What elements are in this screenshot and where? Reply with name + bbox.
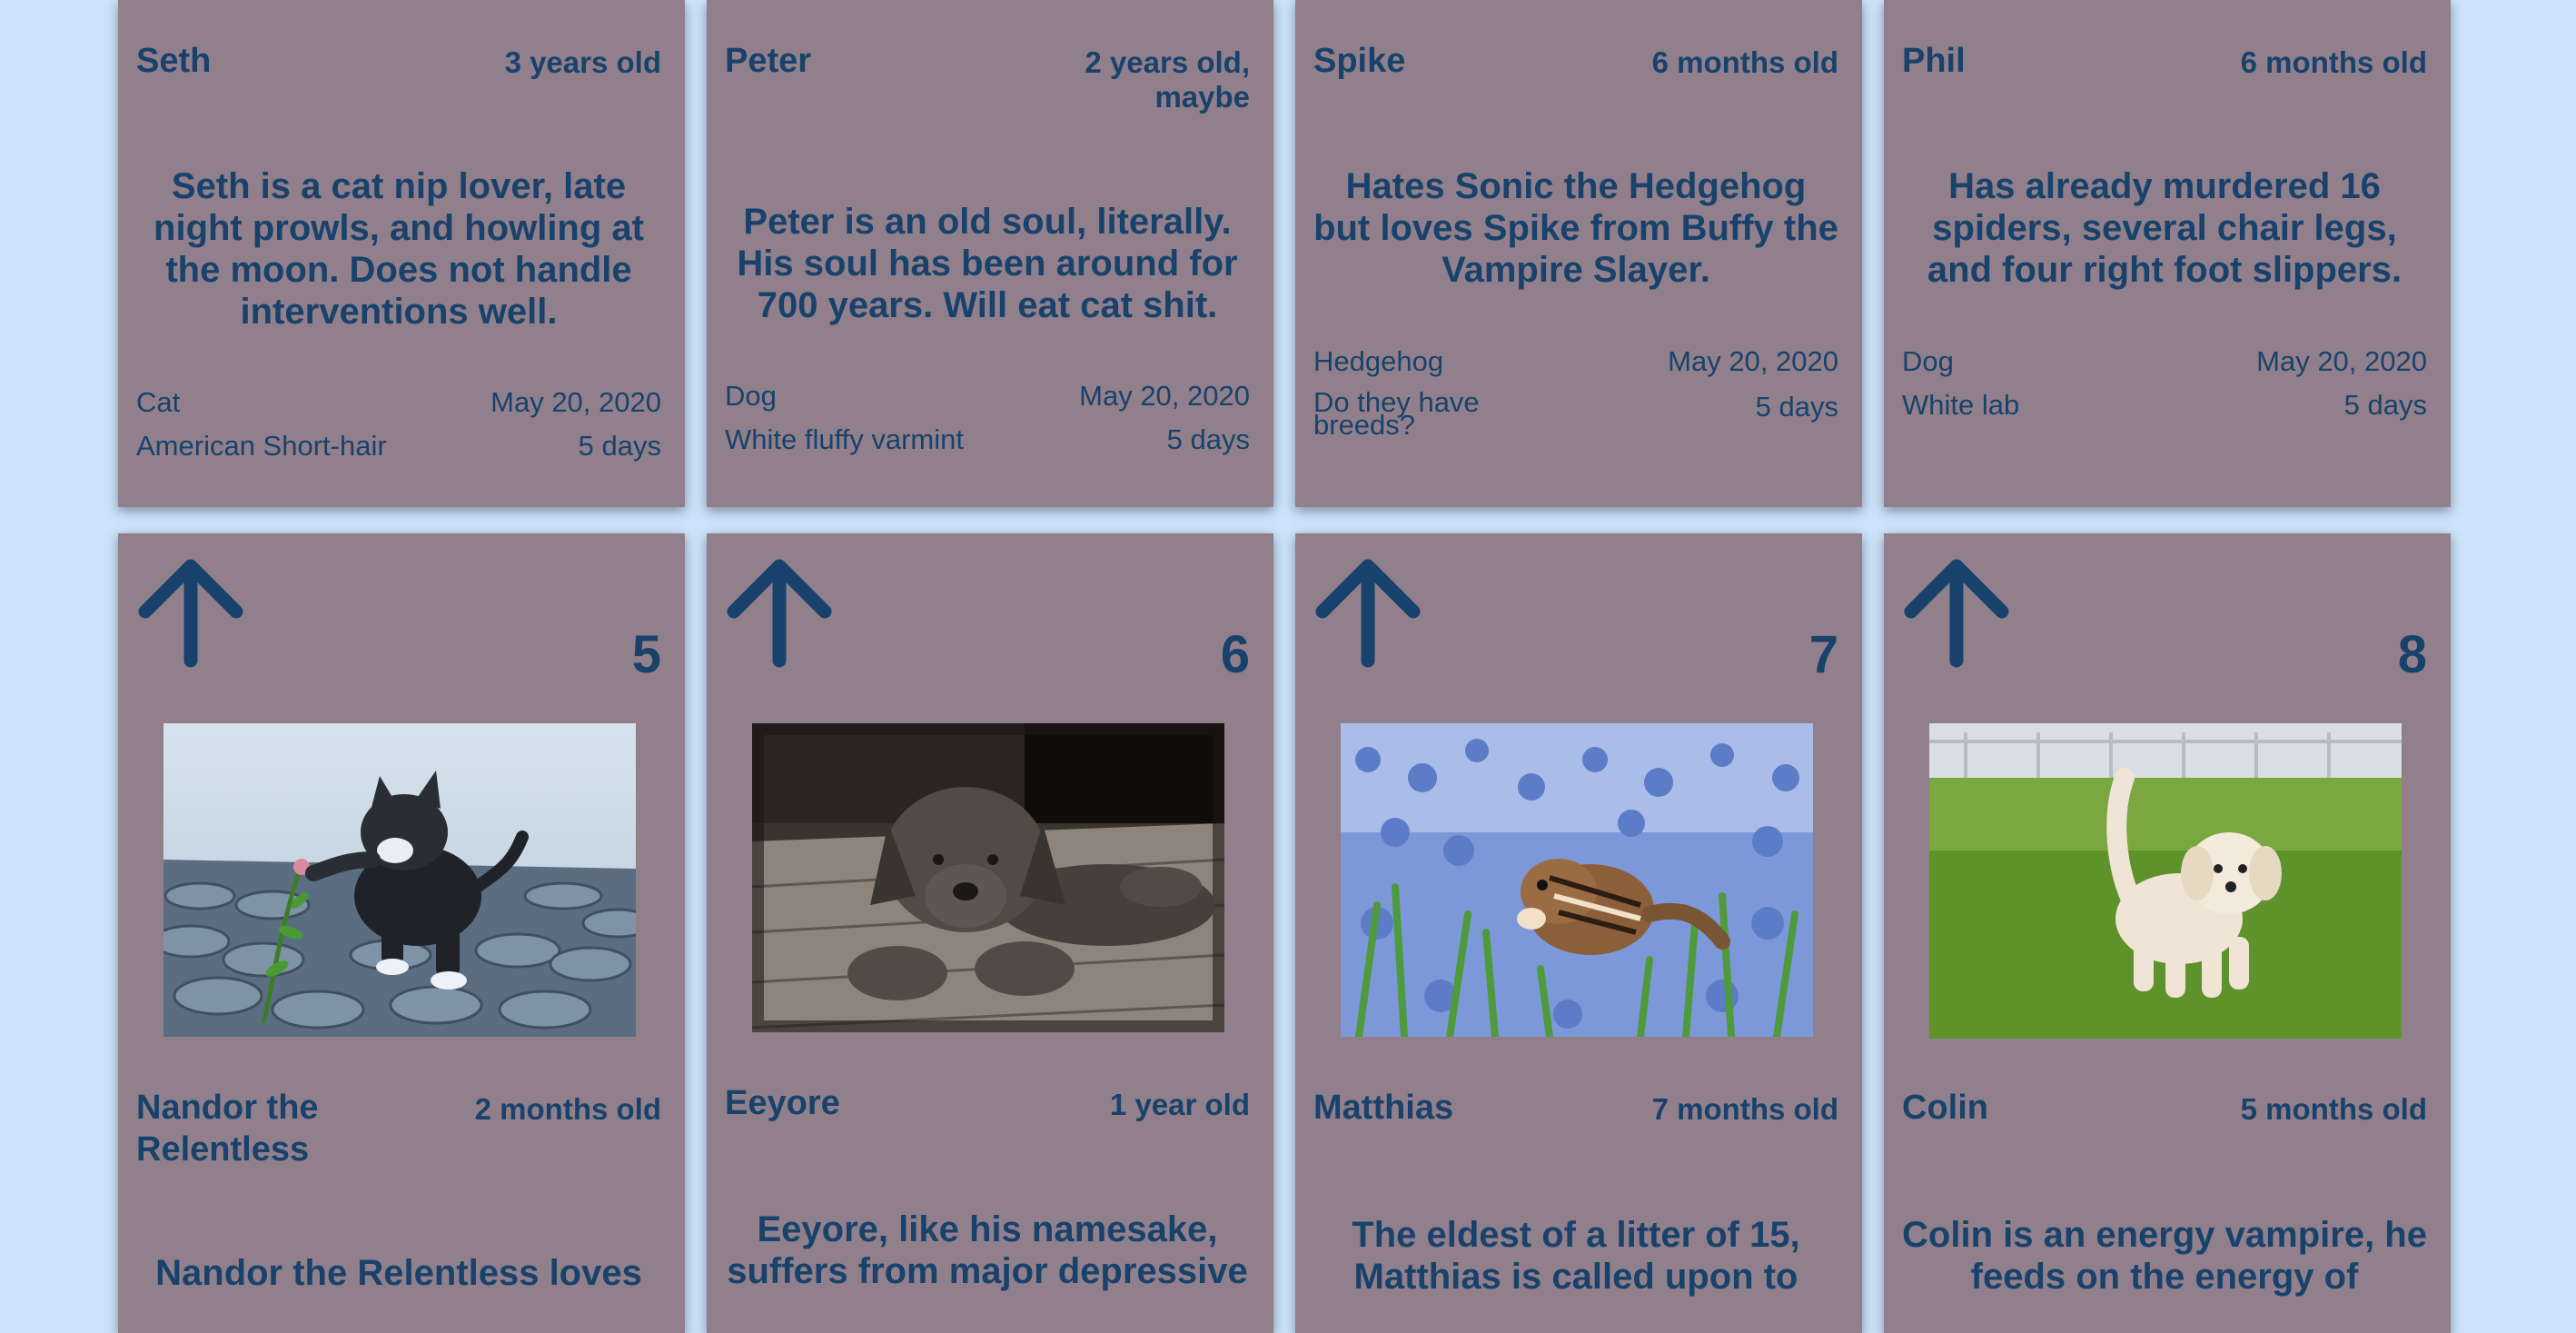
pet-age: 1 year old bbox=[1109, 1088, 1250, 1121]
pet-photo bbox=[163, 723, 636, 1037]
card-header: Phil 6 months old bbox=[1902, 40, 2427, 82]
pet-card: Phil 6 months old Has already murdered 1… bbox=[1884, 0, 2451, 507]
pet-card: Seth 3 years old Seth is a cat nip lover… bbox=[118, 0, 685, 507]
pet-description: Peter is an old soul, literally. His sou… bbox=[737, 202, 1238, 325]
pet-name: Spike bbox=[1313, 42, 1406, 80]
vote-count: 6 bbox=[1220, 625, 1250, 684]
vote-count: 7 bbox=[1808, 625, 1838, 684]
pet-description: Colin is an energy vampire, he feeds on … bbox=[1902, 1215, 2427, 1297]
pet-photo bbox=[1929, 723, 2402, 1039]
meta-row: Dog May 20, 2020 bbox=[725, 380, 1250, 413]
pet-age: 7 months old bbox=[1651, 1092, 1838, 1126]
meta-row: Dog May 20, 2020 bbox=[1902, 345, 2427, 378]
pet-card: 8 Colin bbox=[1884, 533, 2451, 1333]
post-duration: 5 days bbox=[578, 430, 661, 462]
card-header: Matthias 7 months old bbox=[1313, 1087, 1838, 1129]
meta-row: American Short-hair 5 days bbox=[136, 430, 661, 463]
meta-row: White fluffy varmint 5 days bbox=[725, 423, 1250, 456]
post-date: May 20, 2020 bbox=[2256, 345, 2427, 377]
meta-row: Do they have breeds? 5 days bbox=[1313, 386, 1838, 441]
upvote-arrow-icon[interactable] bbox=[136, 555, 245, 668]
pet-name: Eeyore bbox=[725, 1084, 840, 1122]
pet-species: Cat bbox=[136, 386, 181, 418]
pet-species: Hedgehog bbox=[1313, 345, 1444, 377]
pet-photo bbox=[752, 723, 1224, 1032]
vote-count: 5 bbox=[631, 625, 661, 684]
pet-age: 6 months old bbox=[1651, 45, 1838, 79]
pet-description: The eldest of a litter of 15, Matthias i… bbox=[1352, 1215, 1800, 1297]
upvote-arrow-icon[interactable] bbox=[1313, 555, 1422, 668]
pet-name: Peter bbox=[725, 42, 812, 80]
pet-description: Eeyore, like his namesake, suffers from … bbox=[727, 1209, 1248, 1291]
pet-card: 6 Eeyore bbox=[707, 533, 1273, 1333]
pet-breed: American Short-hair bbox=[136, 430, 387, 462]
upvote-arrow-icon[interactable] bbox=[1902, 555, 2011, 668]
vote-bar: 7 bbox=[1313, 555, 1838, 682]
pet-breed: White lab bbox=[1902, 389, 2020, 421]
chipmunk-photo bbox=[1341, 723, 1813, 1037]
pet-card: 5 bbox=[118, 533, 685, 1333]
card-header: Colin 5 months old bbox=[1902, 1087, 2427, 1129]
pet-card: Spike 6 months old Hates Sonic the Hedge… bbox=[1295, 0, 1862, 507]
card-header: Nandor the Relentless 2 months old bbox=[136, 1087, 661, 1170]
post-duration: 5 days bbox=[2343, 389, 2427, 421]
post-duration: 5 days bbox=[1755, 391, 1838, 423]
upvote-arrow-icon[interactable] bbox=[725, 555, 834, 668]
pet-species: Dog bbox=[725, 380, 777, 412]
vote-bar: 6 bbox=[725, 555, 1250, 682]
pet-breed: White fluffy varmint bbox=[725, 423, 965, 455]
pet-name: Seth bbox=[136, 42, 212, 80]
pet-description: Hates Sonic the Hedgehog but loves Spike… bbox=[1313, 166, 1838, 290]
pet-name: Matthias bbox=[1313, 1089, 1454, 1127]
pet-description: Has already murdered 16 spiders, several… bbox=[1927, 166, 2403, 290]
card-header: Peter 2 years old, maybe bbox=[725, 40, 1250, 114]
vote-bar: 5 bbox=[136, 555, 661, 682]
puppy-photo bbox=[752, 723, 1224, 1032]
fluffy-puppy-photo bbox=[1929, 723, 2402, 1039]
pet-age: 2 months old bbox=[474, 1092, 661, 1126]
pet-age: 2 years old, maybe bbox=[1085, 45, 1250, 114]
meta-row: Hedgehog May 20, 2020 bbox=[1313, 345, 1838, 378]
meta-row: White lab 5 days bbox=[1902, 389, 2427, 422]
pet-description: Nandor the Relentless loves bbox=[155, 1253, 642, 1293]
pet-breed: Do they have breeds? bbox=[1313, 386, 1480, 441]
card-header: Spike 6 months old bbox=[1313, 40, 1838, 82]
card-header: Seth 3 years old bbox=[136, 40, 661, 82]
pet-age: 3 years old bbox=[504, 45, 661, 79]
pet-age: 6 months old bbox=[2240, 45, 2427, 79]
card-header: Eeyore 1 year old bbox=[725, 1082, 1250, 1124]
pet-card: Peter 2 years old, maybe Peter is an old… bbox=[707, 0, 1273, 507]
vote-count: 8 bbox=[2397, 625, 2427, 684]
vote-bar: 8 bbox=[1902, 555, 2427, 682]
pet-name: Nandor the Relentless bbox=[136, 1089, 319, 1169]
pet-card: 7 bbox=[1295, 533, 1862, 1333]
post-date: May 20, 2020 bbox=[1079, 380, 1250, 412]
post-date: May 20, 2020 bbox=[490, 386, 661, 418]
post-duration: 5 days bbox=[1166, 423, 1250, 455]
meta-row: Cat May 20, 2020 bbox=[136, 386, 661, 419]
pet-species: Dog bbox=[1902, 345, 1954, 377]
post-date: May 20, 2020 bbox=[1668, 345, 1838, 377]
pet-name: Phil bbox=[1902, 42, 1966, 80]
pet-description: Seth is a cat nip lover, late night prow… bbox=[154, 166, 644, 332]
kitten-photo bbox=[163, 723, 636, 1037]
pet-age: 5 months old bbox=[2240, 1092, 2427, 1126]
pet-photo bbox=[1341, 723, 1813, 1037]
pet-name: Colin bbox=[1902, 1089, 1988, 1127]
